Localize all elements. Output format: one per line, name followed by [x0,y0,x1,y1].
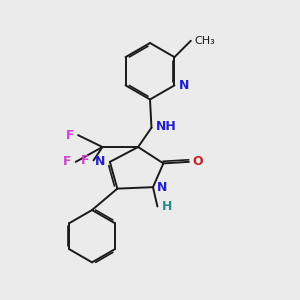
Text: N: N [95,155,105,168]
Text: N: N [157,181,167,194]
Text: F: F [81,154,90,167]
Text: H: H [162,200,172,213]
Text: O: O [192,155,203,168]
Text: N: N [179,79,189,92]
Text: CH₃: CH₃ [195,36,215,46]
Text: F: F [63,155,72,168]
Text: F: F [66,129,74,142]
Text: NH: NH [156,120,177,133]
